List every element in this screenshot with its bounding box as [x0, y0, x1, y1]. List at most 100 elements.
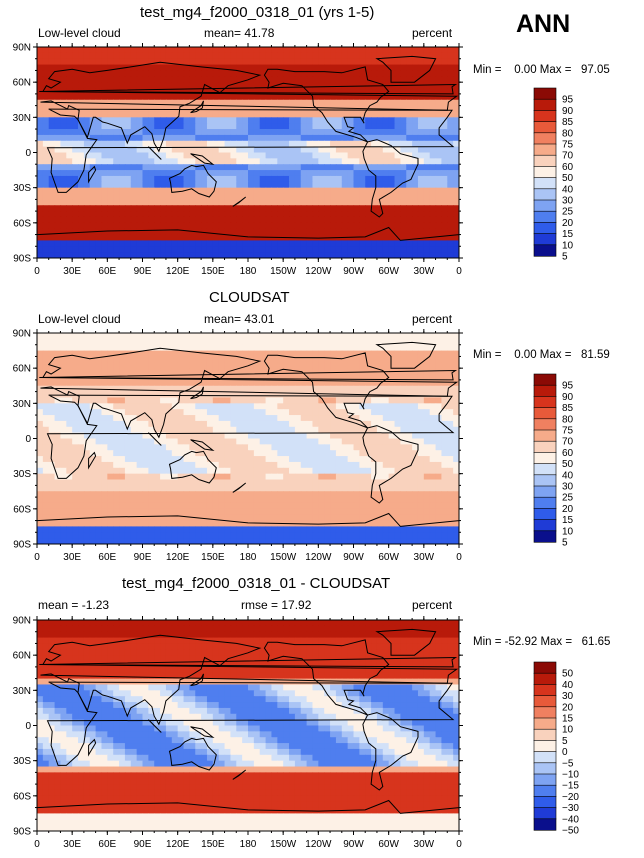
colorbar-label: −5 — [562, 758, 574, 769]
lon-tick-label: 30E — [63, 552, 81, 563]
colorbar-swatch — [533, 519, 557, 532]
colorbar-label: 95 — [562, 95, 574, 106]
colorbar-swatch — [533, 132, 557, 145]
colorbar-label: −15 — [562, 781, 579, 792]
panel-2-title: CLOUDSAT — [209, 289, 290, 306]
contour-field-1 — [37, 47, 459, 258]
lon-tick-label: 90W — [343, 552, 364, 563]
lon-tick-label: 0 — [456, 266, 462, 277]
lat-tick-label: 90N — [13, 616, 31, 627]
colorbar-swatch — [533, 474, 557, 487]
colorbar-label: −10 — [562, 770, 579, 781]
lon-tick-label: 150W — [270, 552, 297, 563]
panel-2-min-max: Min = 0.00 Max = 81.59 — [473, 349, 610, 361]
lon-tick-label: 90E — [134, 266, 152, 277]
colorbar-swatch — [533, 188, 557, 201]
colorbar-label: 5 — [562, 736, 568, 747]
lat-tick-label: 30S — [13, 756, 31, 767]
coastlines-2 — [37, 341, 459, 544]
colorbar-label: 5 — [562, 538, 568, 549]
panel-3-title: test_mg4_f2000_0318_01 - CLOUDSAT — [122, 575, 391, 592]
colorbar-label: 40 — [562, 470, 574, 481]
lon-tick-label: 30E — [63, 839, 81, 850]
colorbar-label: 50 — [562, 459, 574, 470]
colorbar-swatch — [533, 222, 557, 235]
colorbar-swatch — [533, 530, 557, 543]
lat-tick-label: 60S — [13, 504, 31, 515]
lon-tick-label: 180 — [240, 552, 257, 563]
colorbar-label: 90 — [562, 106, 574, 117]
lat-tick-label: 0 — [25, 721, 31, 732]
colorbar-swatch — [533, 154, 557, 167]
colorbar-swatch — [533, 418, 557, 431]
lon-tick-label: 120W — [305, 266, 332, 277]
colorbar-label: 50 — [562, 669, 574, 680]
colorbar-label: 80 — [562, 128, 574, 139]
colorbar-swatch — [533, 244, 557, 257]
lon-tick-label: 30W — [414, 266, 435, 277]
colorbar-label: 20 — [562, 504, 574, 515]
panel-3-rmse-label: rmse = 17.92 — [241, 598, 312, 612]
colorbar-label: 40 — [562, 680, 574, 691]
panel-3-units-label: percent — [412, 598, 453, 612]
lat-tick-label: 0 — [25, 434, 31, 445]
lon-tick-label: 90E — [134, 552, 152, 563]
lon-tick-label: 60W — [378, 839, 399, 850]
colorbar-label: 60 — [562, 448, 574, 459]
colorbar-swatch — [533, 762, 557, 775]
colorbar-label: 75 — [562, 426, 574, 437]
colorbar-label: −30 — [562, 803, 579, 814]
colorbar-label: 50 — [562, 173, 574, 184]
lon-tick-label: 60W — [378, 266, 399, 277]
colorbar-swatch — [533, 695, 557, 708]
lat-tick-label: 90S — [13, 827, 31, 838]
colorbar-label: 20 — [562, 702, 574, 713]
lon-tick-label: 90E — [134, 839, 152, 850]
colorbar-label: 10 — [562, 240, 574, 251]
lon-tick-label: 30W — [414, 552, 435, 563]
lon-tick-label: 150E — [201, 266, 225, 277]
colorbar-swatch — [533, 98, 557, 111]
colorbar-swatch — [533, 452, 557, 465]
colorbar-label: 20 — [562, 218, 574, 229]
colorbar-label: 85 — [562, 117, 574, 128]
colorbar-swatch — [533, 87, 557, 100]
colorbar-label: 30 — [562, 482, 574, 493]
colorbar-label: 15 — [562, 229, 574, 240]
colorbar-swatch — [533, 143, 557, 156]
colorbar-label: 25 — [562, 207, 574, 218]
panel-1-min-max: Min = 0.00 Max = 97.05 — [473, 64, 610, 76]
coastlines-1 — [37, 55, 459, 258]
panel-1-variable-label: Low-level cloud — [38, 26, 121, 40]
colorbar-label: 75 — [562, 140, 574, 151]
lat-tick-label: 60S — [13, 218, 31, 229]
panel-1-units-label: percent — [412, 26, 453, 40]
colorbar-swatch — [533, 177, 557, 190]
colorbar-label: 70 — [562, 151, 574, 162]
season-label: ANN — [516, 10, 571, 38]
colorbar-swatch — [533, 440, 557, 454]
colorbar-label: −50 — [562, 826, 579, 837]
colorbar-label: −40 — [562, 814, 579, 825]
colorbar-swatch — [533, 706, 557, 719]
colorbar-swatch — [533, 463, 557, 476]
panel-3-min-max: Min = -52.92 Max = 61.65 — [473, 636, 611, 648]
colorbar-label: 80 — [562, 414, 574, 425]
colorbar-label: 85 — [562, 403, 574, 414]
lon-tick-label: 120E — [166, 839, 190, 850]
lon-tick-label: 120E — [166, 266, 190, 277]
lon-tick-label: 0 — [34, 839, 40, 850]
colorbar-label: 25 — [562, 493, 574, 504]
panel-2-variable-label: Low-level cloud — [38, 312, 121, 326]
lon-tick-label: 90W — [343, 839, 364, 850]
lon-tick-label: 0 — [456, 552, 462, 563]
lat-tick-label: 90N — [13, 329, 31, 340]
colorbar-label: 5 — [562, 252, 568, 263]
colorbar-label: 70 — [562, 437, 574, 448]
lon-tick-label: 120E — [166, 552, 190, 563]
lon-tick-label: 0 — [34, 552, 40, 563]
panel-1-mean-label: mean= 41.78 — [204, 26, 275, 40]
